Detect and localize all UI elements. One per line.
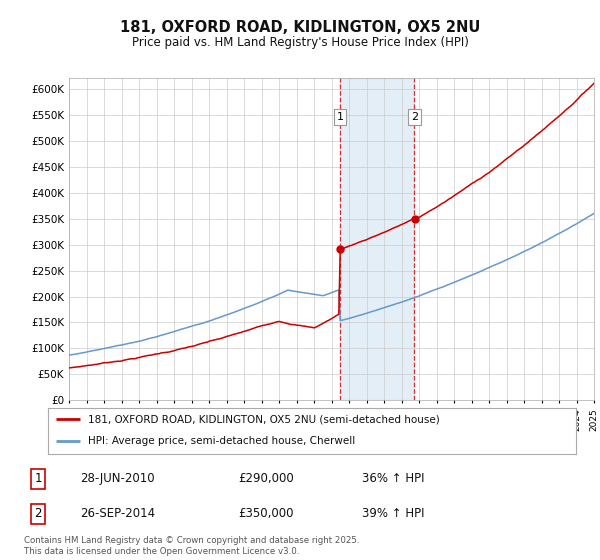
- Text: 26-SEP-2014: 26-SEP-2014: [80, 507, 155, 520]
- Text: £290,000: £290,000: [238, 472, 294, 486]
- Text: 36% ↑ HPI: 36% ↑ HPI: [362, 472, 425, 486]
- Text: 2: 2: [34, 507, 42, 520]
- Text: HPI: Average price, semi-detached house, Cherwell: HPI: Average price, semi-detached house,…: [88, 436, 355, 446]
- Text: 181, OXFORD ROAD, KIDLINGTON, OX5 2NU: 181, OXFORD ROAD, KIDLINGTON, OX5 2NU: [120, 20, 480, 35]
- Text: Contains HM Land Registry data © Crown copyright and database right 2025.
This d: Contains HM Land Registry data © Crown c…: [24, 536, 359, 556]
- Text: 181, OXFORD ROAD, KIDLINGTON, OX5 2NU (semi-detached house): 181, OXFORD ROAD, KIDLINGTON, OX5 2NU (s…: [88, 414, 439, 424]
- Text: 2: 2: [411, 112, 418, 122]
- Text: £350,000: £350,000: [238, 507, 294, 520]
- Text: 1: 1: [337, 112, 344, 122]
- Text: 28-JUN-2010: 28-JUN-2010: [80, 472, 155, 486]
- Text: 1: 1: [34, 472, 42, 486]
- Text: Price paid vs. HM Land Registry's House Price Index (HPI): Price paid vs. HM Land Registry's House …: [131, 36, 469, 49]
- Text: 39% ↑ HPI: 39% ↑ HPI: [362, 507, 425, 520]
- Bar: [340, 78, 415, 400]
